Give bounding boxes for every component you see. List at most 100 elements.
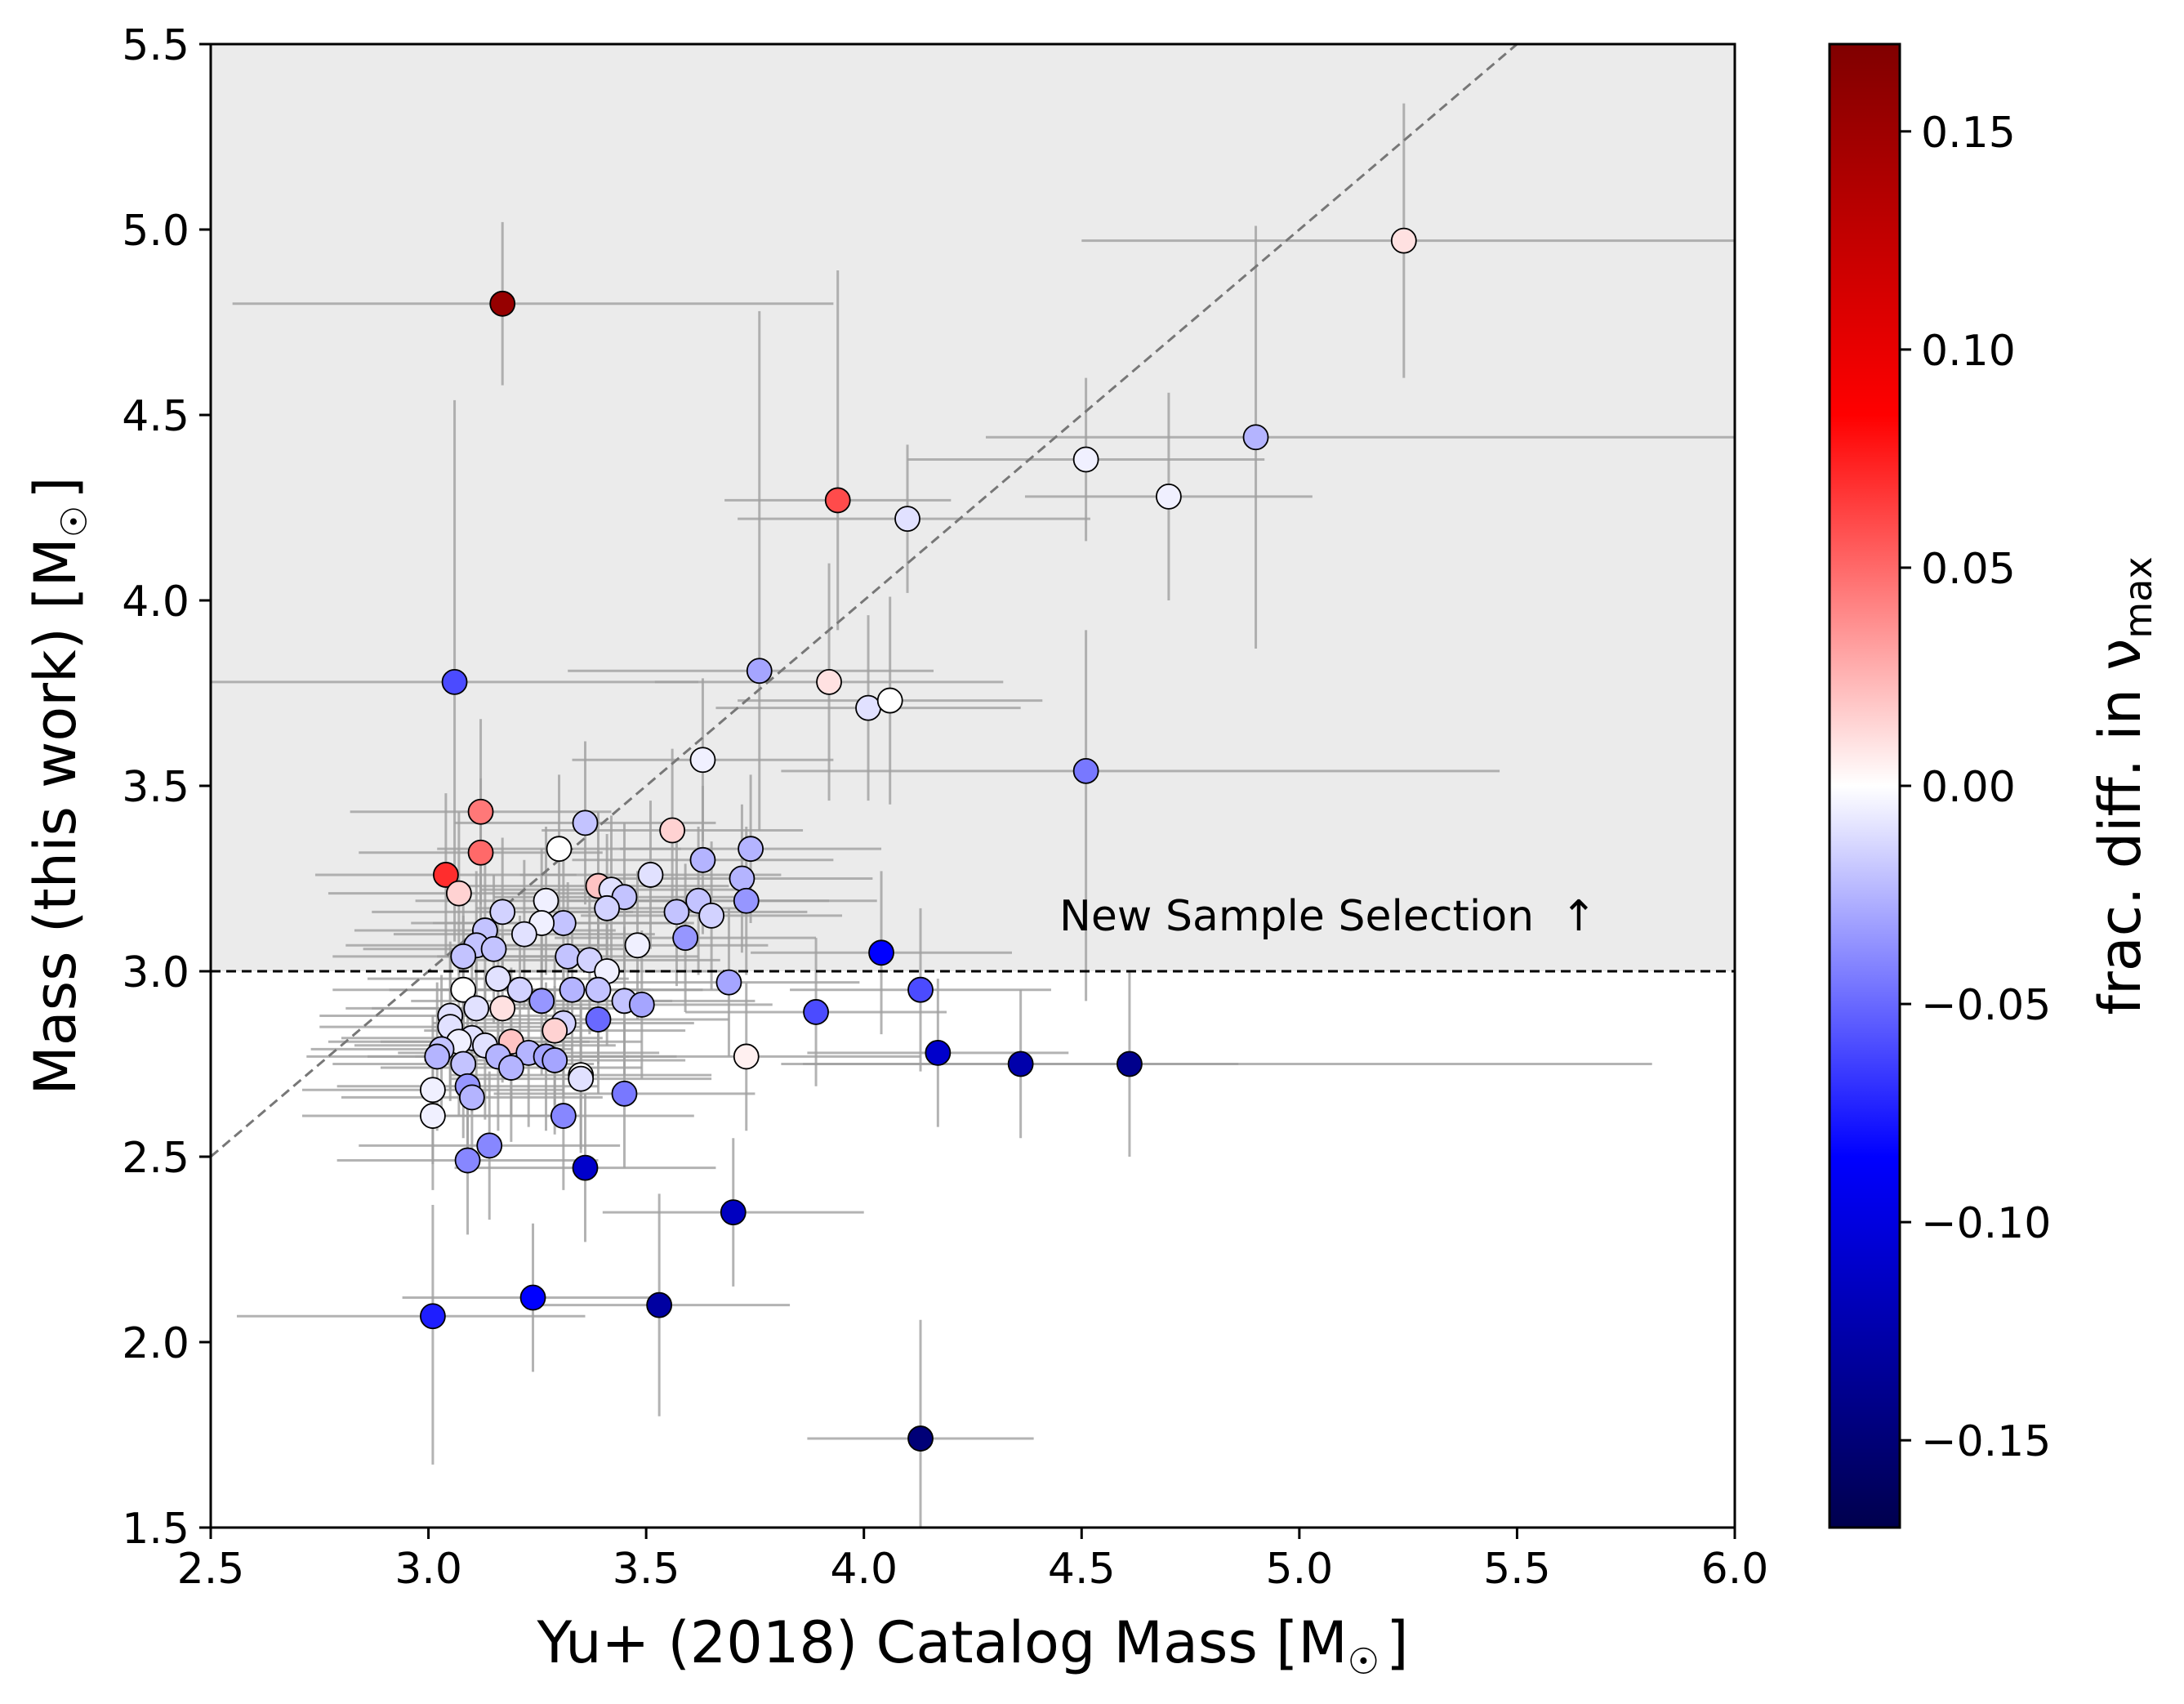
x-tick-label: 4.5 [1048, 1545, 1116, 1594]
scatter-point [855, 694, 881, 721]
scatter-point [420, 1077, 446, 1104]
scatter-point [480, 935, 507, 962]
scatter-point [925, 1039, 952, 1066]
scatter-point [533, 887, 559, 914]
scatter-point [585, 1006, 612, 1033]
scatter-point [546, 836, 573, 863]
colorbar-tick-label: 0.05 [1921, 545, 2016, 594]
colorbar-label-subscript: max [2116, 556, 2160, 638]
scatter-point [450, 1051, 477, 1077]
scatter-point [594, 894, 621, 921]
scatter-point [555, 943, 582, 970]
scatter-point [510, 921, 537, 948]
y-tick-label: 2.5 [122, 1134, 189, 1183]
scatter-point [476, 1132, 503, 1159]
x-tick-label: 2.5 [177, 1545, 245, 1594]
scatter-point [559, 976, 586, 1003]
scatter-point [550, 1103, 577, 1129]
x-tick-label: 6.0 [1701, 1545, 1769, 1594]
scatter-point [698, 903, 725, 929]
scatter-point [542, 1047, 568, 1073]
colorbar-tick-label: 0.10 [1921, 327, 2016, 376]
scatter-point [729, 865, 755, 892]
colorbar-tick-label: −0.10 [1921, 1199, 2051, 1248]
scatter-point [738, 836, 764, 863]
scatter-point [445, 880, 472, 907]
scatter-point [463, 995, 490, 1022]
scatter-point [624, 932, 651, 959]
scatter-point [450, 943, 477, 970]
scatter-point [506, 976, 533, 1003]
scatter-point [441, 668, 468, 695]
y-axis-sun-symbol: ☉ [54, 506, 96, 538]
y-tick-label: 3.0 [122, 948, 189, 997]
y-tick-label: 3.5 [122, 763, 189, 812]
y-axis-label: Mass (this work) [M☉] [22, 476, 96, 1095]
y-axis-ticks: 1.5 2.0 2.5 3.0 3.5 4.0 4.5 5.0 5.5 [122, 21, 211, 1554]
colorbar-tick-label: −0.15 [1921, 1417, 2051, 1466]
scatter-point [1117, 1051, 1143, 1077]
x-axis-sun-symbol: ☉ [1348, 1641, 1379, 1683]
scatter-point [489, 995, 516, 1022]
y-tick-label: 5.5 [122, 21, 189, 70]
scatter-point [489, 290, 516, 317]
scatter-point [1072, 446, 1099, 473]
scatter-point [572, 1154, 599, 1181]
y-tick-label: 1.5 [122, 1505, 189, 1554]
x-tick-label: 5.5 [1483, 1545, 1551, 1594]
scatter-point [720, 1199, 747, 1225]
scatter-point [467, 839, 494, 866]
colorbar-tick-label: 0.15 [1921, 109, 2016, 158]
colorbar-tick-label: 0.00 [1921, 763, 2016, 812]
scatter-point [663, 899, 690, 926]
scatter-point [568, 1065, 595, 1092]
scatter-point [868, 939, 894, 966]
scatter-point [454, 1147, 481, 1174]
scatter-point [824, 487, 851, 514]
scatter-point [467, 798, 494, 825]
scatter-point [715, 969, 742, 996]
scatter-point [733, 887, 760, 914]
scatter-point [1156, 483, 1182, 510]
scatter-point [585, 976, 612, 1003]
scatter-point [420, 1103, 446, 1129]
scatter-point [489, 899, 516, 926]
colorbar-label: frac. diff. in νmax [2087, 556, 2160, 1015]
new-sample-selection-annotation: New Sample Selection ↑ [1059, 892, 1597, 941]
scatter-point [424, 1043, 451, 1070]
scatter-point [894, 506, 920, 533]
scatter-point [458, 1084, 485, 1111]
scatter-point [528, 988, 555, 1015]
scatter-point [550, 910, 577, 936]
scatter-point [519, 1284, 546, 1311]
y-tick-label: 4.0 [122, 578, 189, 627]
y-tick-label: 2.0 [122, 1319, 189, 1368]
colorbar-ticks: 0.15 0.10 0.05 0.00 −0.05 −0.10 −0.15 [1900, 109, 2051, 1466]
scatter-point [689, 747, 716, 774]
x-axis-label: Yu+ (2018) Catalog Mass [M☉] [536, 1609, 1408, 1683]
x-tick-label: 3.0 [394, 1545, 462, 1594]
scatter-point [907, 976, 934, 1003]
x-tick-label: 4.0 [830, 1545, 898, 1594]
scatter-point [733, 1043, 760, 1070]
scatter-point [1242, 424, 1269, 451]
colorbar [1828, 42, 1901, 1529]
x-tick-label: 3.5 [613, 1545, 680, 1594]
scatter-point [611, 1080, 638, 1107]
scatter-point [432, 862, 459, 888]
y-tick-label: 4.5 [122, 392, 189, 441]
data-points [420, 227, 1417, 1452]
scatter-point [1007, 1051, 1034, 1077]
scatter-point [1390, 227, 1417, 254]
scatter-point [637, 862, 664, 888]
y-tick-label: 5.0 [122, 207, 189, 256]
scatter-point [646, 1291, 673, 1318]
scatter-point [450, 976, 477, 1003]
scatter-point [672, 925, 699, 952]
colorbar-tick-label: −0.05 [1921, 981, 2051, 1030]
scatter-point [659, 817, 686, 844]
scatter-point [572, 810, 599, 836]
scatter-point [689, 846, 716, 873]
scatter-point [497, 1055, 524, 1081]
